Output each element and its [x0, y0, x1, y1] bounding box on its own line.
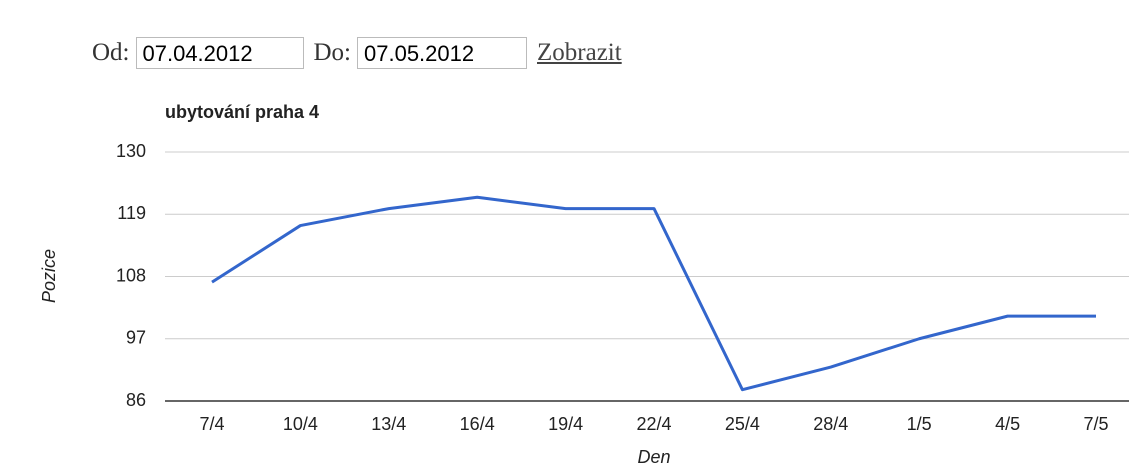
x-tick-label: 28/4: [813, 414, 848, 434]
y-tick-label: 86: [126, 390, 146, 410]
y-tick-label: 97: [126, 328, 146, 348]
y-tick-label: 108: [116, 265, 146, 285]
x-tick-label: 7/4: [199, 414, 224, 434]
from-label: Od:: [92, 39, 130, 66]
x-tick-label: 7/5: [1083, 414, 1108, 434]
to-label: Do:: [313, 39, 352, 66]
x-tick-label: 22/4: [636, 414, 671, 434]
y-tick-label: 119: [117, 203, 146, 223]
chart-title: ubytování praha 4: [165, 102, 319, 122]
to-input[interactable]: 07.05.2012: [357, 37, 527, 69]
x-tick-label: 16/4: [460, 414, 495, 434]
y-axis-label: Pozice: [39, 249, 59, 303]
submit-link[interactable]: Zobrazit: [537, 39, 622, 66]
x-tick-label: 19/4: [548, 414, 583, 434]
data-line: [211, 195, 1096, 392]
x-tick-label: 25/4: [725, 414, 760, 434]
x-axis-label: Den: [637, 447, 670, 467]
date-form: Od: 07.04.2012 Do: 07.05.2012 Zobrazit: [92, 35, 622, 71]
y-tick-label: 130: [116, 141, 146, 161]
from-input[interactable]: 07.04.2012: [135, 37, 304, 69]
x-tick-label: 10/4: [283, 414, 318, 434]
x-tick-label: 4/5: [995, 414, 1020, 434]
x-tick-label: 13/4: [371, 414, 406, 434]
x-tick-label: 1/5: [907, 414, 932, 434]
